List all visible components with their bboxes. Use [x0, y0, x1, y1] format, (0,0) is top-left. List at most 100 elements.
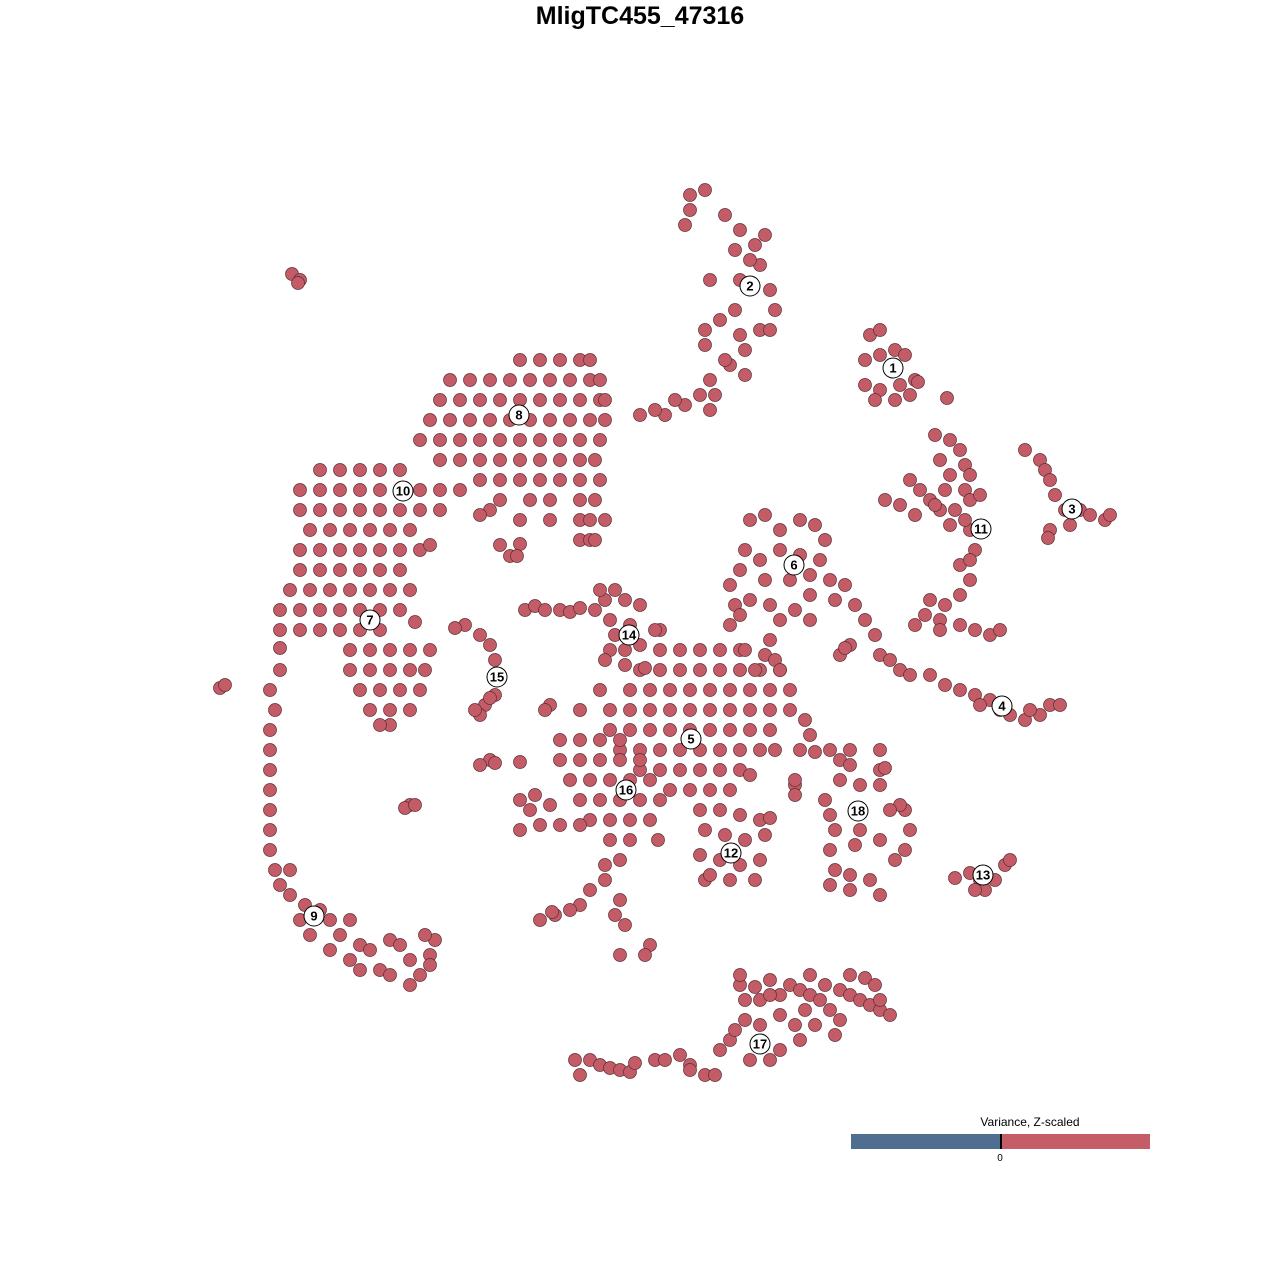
data-point [653, 643, 667, 657]
data-point [293, 603, 307, 617]
data-point [633, 753, 647, 767]
data-point [773, 1043, 787, 1057]
data-point [573, 493, 587, 507]
data-point [773, 613, 787, 627]
chart-title: MligTC455_47316 [535, 2, 745, 30]
data-point [533, 473, 547, 487]
data-point [543, 373, 557, 387]
data-point [493, 433, 507, 447]
data-point [583, 883, 597, 897]
data-point [713, 1043, 727, 1057]
data-point [488, 653, 502, 667]
data-point [533, 453, 547, 467]
data-point [763, 723, 777, 737]
data-point [643, 703, 657, 717]
colorbar-tick-label: 0 [997, 1153, 1003, 1164]
data-point [598, 513, 612, 527]
data-point [273, 623, 287, 637]
data-point [823, 878, 837, 892]
data-point [553, 433, 567, 447]
cluster-label: 14 [618, 624, 640, 646]
data-point [583, 773, 597, 787]
cluster-label: 18 [847, 800, 869, 822]
data-point [598, 653, 612, 667]
data-point [513, 513, 527, 527]
data-point [693, 763, 707, 777]
data-point [808, 745, 822, 759]
data-point [613, 853, 627, 867]
data-point [313, 503, 327, 517]
data-point [953, 443, 967, 457]
data-point [463, 373, 477, 387]
data-point [803, 968, 817, 982]
data-point [333, 463, 347, 477]
data-point [613, 893, 627, 907]
cluster-label-badge [359, 609, 381, 631]
data-point [798, 1003, 812, 1017]
data-point [353, 463, 367, 477]
data-point [828, 1028, 842, 1042]
data-point [593, 473, 607, 487]
cluster-label-badge [739, 275, 761, 297]
data-point [483, 691, 497, 705]
data-point [648, 403, 662, 417]
data-point [533, 818, 547, 832]
data-point [603, 613, 617, 627]
data-point [1043, 473, 1057, 487]
data-point [353, 483, 367, 497]
colorbar [851, 1134, 1150, 1149]
data-point [713, 663, 727, 677]
data-point [763, 811, 777, 825]
data-point [613, 948, 627, 962]
data-point [968, 623, 982, 637]
data-point [603, 833, 617, 847]
data-point [323, 523, 337, 537]
data-point [598, 393, 612, 407]
data-point [713, 803, 727, 817]
data-point [838, 578, 852, 592]
data-point [448, 621, 462, 635]
data-point [723, 873, 737, 887]
data-point [528, 788, 542, 802]
data-point [593, 433, 607, 447]
data-point [523, 803, 537, 817]
data-point [343, 643, 357, 657]
data-point [583, 353, 597, 367]
data-point [733, 743, 747, 757]
data-point [763, 323, 777, 337]
data-point [683, 783, 697, 797]
data-point [698, 338, 712, 352]
data-point [703, 683, 717, 697]
data-point [858, 353, 872, 367]
cluster-label-badge [783, 554, 805, 576]
data-point [523, 373, 537, 387]
cluster-label: 8 [508, 404, 530, 426]
data-point [343, 583, 357, 597]
data-point [648, 623, 662, 637]
cluster-label-badge [392, 480, 414, 502]
data-point [693, 643, 707, 657]
data-point [703, 868, 717, 882]
data-point [563, 413, 577, 427]
data-point [553, 353, 567, 367]
data-point [873, 888, 887, 902]
data-point [673, 663, 687, 677]
data-point [938, 483, 952, 497]
data-point [553, 473, 567, 487]
data-point [293, 623, 307, 637]
data-point [678, 218, 692, 232]
data-point [708, 1068, 722, 1082]
cluster-label: 9 [303, 905, 325, 927]
data-point [878, 761, 892, 775]
data-point [383, 523, 397, 537]
data-point [773, 663, 787, 677]
data-point [313, 483, 327, 497]
data-point [343, 523, 357, 537]
data-point [748, 238, 762, 252]
data-point [658, 1053, 672, 1067]
data-point [613, 753, 627, 767]
data-point [643, 813, 657, 827]
data-point [908, 508, 922, 522]
data-point [853, 778, 867, 792]
data-point [333, 503, 347, 517]
